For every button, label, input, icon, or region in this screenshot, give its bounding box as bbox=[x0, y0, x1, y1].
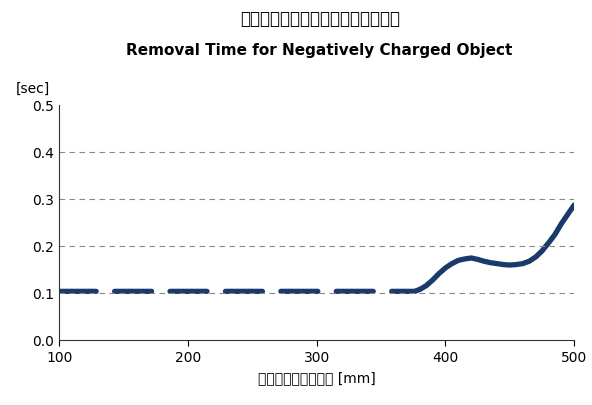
Text: マイナスに帯電した物体の除電時間: マイナスに帯電した物体の除電時間 bbox=[240, 10, 400, 28]
Text: Removal Time for Negatively Charged Object: Removal Time for Negatively Charged Obje… bbox=[127, 43, 513, 58]
Text: [sec]: [sec] bbox=[15, 82, 50, 96]
X-axis label: プラス極からの距離 [mm]: プラス極からの距離 [mm] bbox=[258, 371, 375, 386]
